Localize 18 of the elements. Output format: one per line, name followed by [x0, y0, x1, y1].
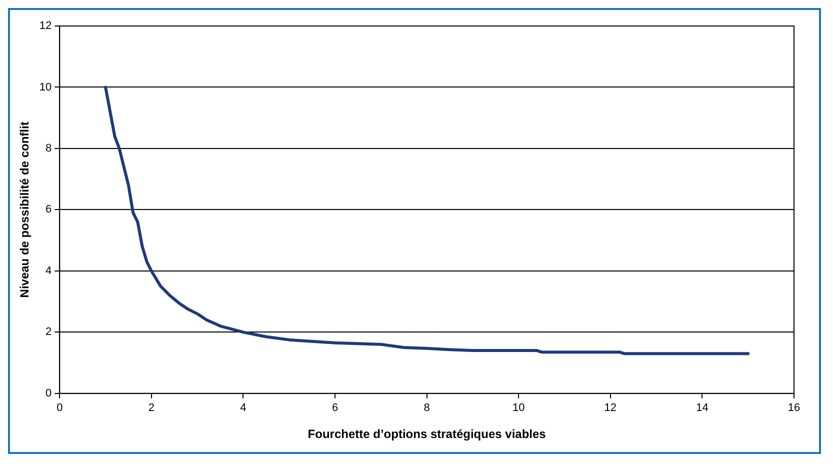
y-tick-label: 6	[46, 204, 52, 216]
y-tick-label: 2	[46, 326, 52, 338]
x-tick-label: 14	[696, 402, 708, 414]
x-tick-label: 8	[424, 402, 430, 414]
x-tick-label: 10	[512, 402, 525, 414]
x-tick-label: 4	[240, 402, 246, 414]
x-tick-label: 2	[148, 402, 154, 414]
y-axis-title: Niveau de possibilité de conflit	[18, 122, 32, 298]
x-tick-label: 12	[604, 402, 617, 414]
y-tick-label: 8	[46, 142, 52, 154]
y-tick-label: 12	[39, 20, 52, 32]
y-tick-label: 10	[39, 81, 52, 94]
x-tick-label: 16	[788, 402, 800, 414]
x-tick-label: 0	[56, 402, 63, 414]
y-tick-label: 0	[46, 387, 52, 400]
x-tick-label: 6	[332, 402, 338, 414]
x-axis-title: Fourchette d’options stratégiques viables	[308, 427, 546, 442]
y-tick-label: 4	[46, 264, 52, 277]
